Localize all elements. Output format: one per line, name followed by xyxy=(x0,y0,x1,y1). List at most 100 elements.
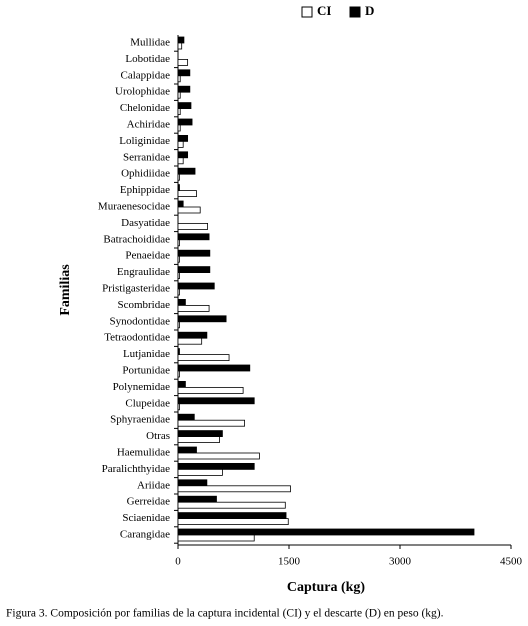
bar xyxy=(177,69,191,77)
bar xyxy=(177,315,227,323)
y-tick-label: Tetraodontidae xyxy=(104,332,170,344)
bar xyxy=(177,403,180,411)
bar xyxy=(177,184,180,192)
bar xyxy=(177,321,180,329)
x-tick-label: 1500 xyxy=(278,556,301,568)
bar xyxy=(177,485,291,493)
y-tick-label: Gerreidae xyxy=(127,496,170,508)
bar xyxy=(177,364,251,372)
y-tick-label: Muraenesocidae xyxy=(98,201,170,213)
bar xyxy=(177,495,217,503)
bar xyxy=(177,436,220,444)
bar xyxy=(177,190,197,198)
caption: Figura 3. Composición por familias de la… xyxy=(6,608,444,620)
bar xyxy=(177,370,180,378)
y-tick-label: Batrachoididae xyxy=(103,233,170,245)
bar xyxy=(177,85,191,93)
bar xyxy=(177,430,223,438)
bar xyxy=(177,233,210,241)
bar xyxy=(177,75,181,83)
bar xyxy=(177,239,180,247)
bar xyxy=(177,337,203,345)
y-tick-label: Ophidiidae xyxy=(121,168,170,180)
y-tick-label: Chelonidae xyxy=(120,102,170,114)
bar xyxy=(177,304,210,312)
bar xyxy=(177,413,195,421)
y-tick-label: Lobotidae xyxy=(125,53,170,65)
bar xyxy=(177,512,287,519)
y-tick-label: Urolophidae xyxy=(115,86,170,98)
y-tick-label: Engraulidae xyxy=(117,266,170,278)
legend-label: CI xyxy=(317,3,331,18)
bar xyxy=(177,206,201,214)
y-tick-label: Scombridae xyxy=(117,299,170,311)
y-tick-label: Haemulidae xyxy=(117,447,170,459)
y-tick-label: Sciaenidae xyxy=(122,512,170,524)
bar xyxy=(177,534,255,542)
y-tick-label: Synodontidae xyxy=(110,315,171,327)
y-tick-label: Portunidae xyxy=(122,365,170,377)
bar xyxy=(177,272,180,280)
y-tick-label: Achiridae xyxy=(127,119,170,131)
y-tick-label: Pristigasteridae xyxy=(102,283,170,295)
y-tick-label: Ariidae xyxy=(137,479,170,491)
bar xyxy=(177,108,181,115)
bar xyxy=(177,200,184,208)
bar xyxy=(177,255,180,263)
bar xyxy=(177,157,184,165)
legend-swatch xyxy=(301,6,313,18)
y-tick-label: Penaeidae xyxy=(125,250,170,262)
bar xyxy=(177,167,196,175)
legend-swatch xyxy=(349,6,361,18)
bar xyxy=(177,288,180,296)
bar xyxy=(177,282,215,290)
bar xyxy=(177,102,192,109)
y-tick-label: Ephippidae xyxy=(120,184,170,196)
bar xyxy=(177,222,209,230)
y-tick-label: Carangidae xyxy=(120,529,170,541)
y-tick-label: Lutjanidae xyxy=(123,348,170,360)
y-tick-label: Sphyraenidae xyxy=(110,414,170,426)
bar xyxy=(177,134,189,142)
bar xyxy=(177,36,185,44)
y-tick-label: Calappidae xyxy=(121,69,171,81)
y-tick-label: Serranidae xyxy=(123,151,170,163)
x-axis-title: Captura (kg) xyxy=(287,580,366,595)
bar xyxy=(177,118,193,126)
y-tick-label: Dasyatidae xyxy=(121,217,170,229)
x-tick-label: 0 xyxy=(175,556,181,568)
bar xyxy=(177,397,255,405)
bar xyxy=(177,59,189,66)
bar xyxy=(177,468,223,476)
bar xyxy=(177,140,184,148)
bar xyxy=(177,354,230,362)
y-tick-label: Polynemidae xyxy=(113,381,171,393)
y-tick-label: Mullidae xyxy=(130,37,170,49)
bar xyxy=(177,452,260,460)
bar xyxy=(177,479,208,487)
bar xyxy=(177,331,208,339)
y-tick-label: Otras xyxy=(146,430,170,442)
bar xyxy=(177,249,211,257)
bar xyxy=(177,380,186,388)
bar xyxy=(177,528,475,536)
x-tick-label: 4500 xyxy=(500,556,523,568)
y-tick-label: Loliginidae xyxy=(119,135,170,147)
bar xyxy=(177,518,289,525)
bar xyxy=(177,151,189,159)
legend-label: D xyxy=(365,3,374,18)
bar xyxy=(177,462,255,470)
y-tick-label: Clupeidae xyxy=(125,397,170,409)
bar xyxy=(177,266,211,274)
y-tick-label: Paralichthyidae xyxy=(102,463,171,475)
bar xyxy=(177,446,197,454)
bar xyxy=(177,124,181,132)
bar xyxy=(177,298,186,306)
bar xyxy=(177,419,245,427)
y-axis-title: Familias xyxy=(58,264,73,316)
x-tick-label: 3000 xyxy=(389,556,412,568)
bar xyxy=(177,386,244,394)
bar xyxy=(177,91,181,99)
bar xyxy=(177,501,286,509)
